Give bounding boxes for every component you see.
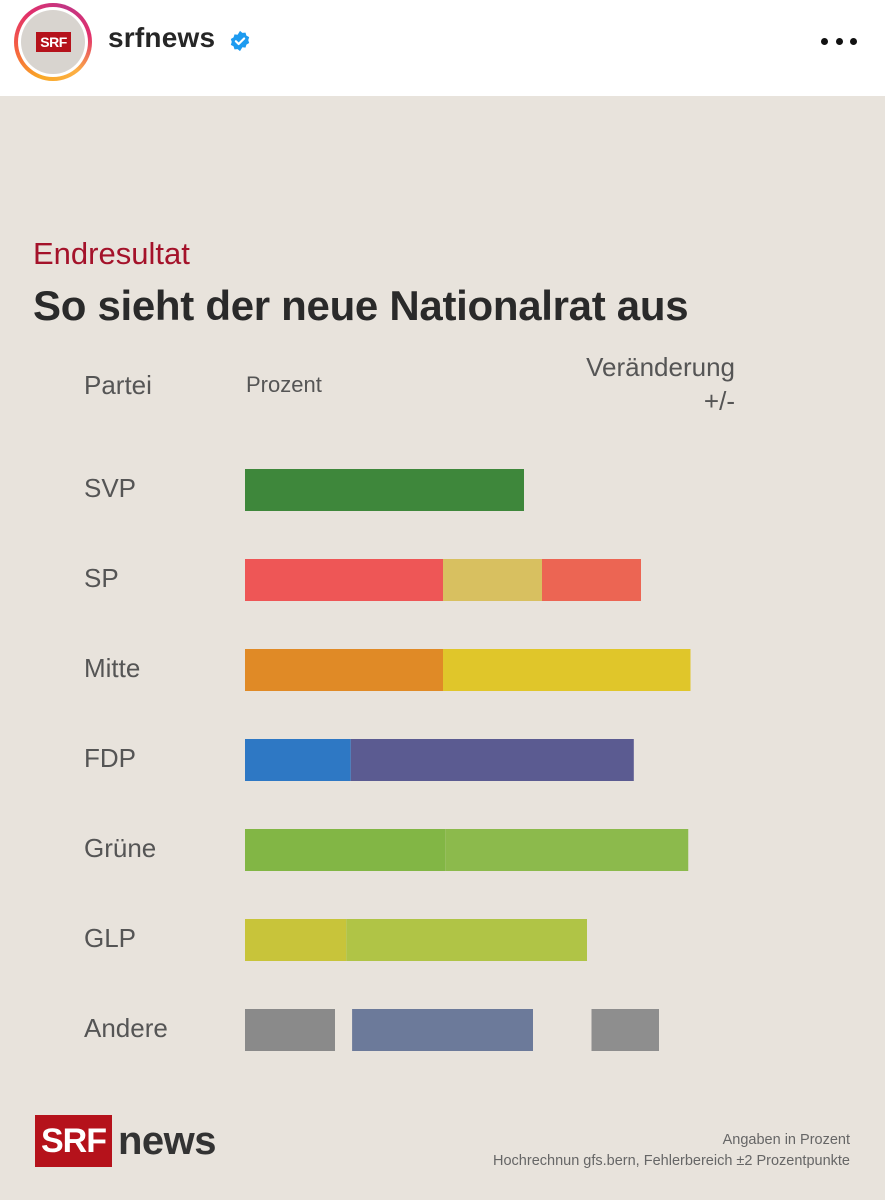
bar-chart bbox=[245, 469, 691, 1051]
bar-segment-grne-1 bbox=[245, 829, 446, 871]
post-header: SRF srfnews bbox=[0, 0, 885, 96]
more-options-icon[interactable] bbox=[821, 31, 857, 51]
bar-segment-andere-2 bbox=[352, 1009, 533, 1051]
avatar[interactable]: SRF bbox=[14, 3, 92, 81]
footer-note-source: Hochrechnun gfs.bern, Fehlerbereich ±2 P… bbox=[493, 1153, 850, 1169]
footer-logo-srf: SRF bbox=[35, 1115, 112, 1167]
party-label-svp: SVP bbox=[84, 473, 137, 503]
chart-title: So sieht der neue Nationalrat aus bbox=[33, 282, 689, 329]
column-header-percent: Prozent bbox=[246, 372, 322, 397]
bar-segment-grne-2 bbox=[445, 829, 689, 871]
bar-segment-glp-2 bbox=[346, 919, 587, 961]
srf-news-logo: SRF news bbox=[35, 1115, 217, 1167]
bar-segment-sp-1 bbox=[245, 559, 443, 601]
party-label-mitte: Mitte bbox=[84, 653, 141, 683]
bar-segment-mitte-2 bbox=[443, 649, 691, 691]
footer-note-units: Angaben in Prozent bbox=[722, 1132, 850, 1148]
post-image: Endresultat So sieht der neue Nationalra… bbox=[0, 96, 885, 1200]
party-label-fdp: FDP bbox=[84, 743, 136, 773]
party-label-andere: Andere bbox=[84, 1013, 168, 1043]
party-label-glp: GLP bbox=[84, 923, 137, 953]
party-label-grne: Grüne bbox=[84, 833, 157, 863]
column-header-change: Veränderung +/- bbox=[520, 350, 735, 418]
bar-segment-glp-1 bbox=[245, 919, 347, 961]
bar-segment-mitte-1 bbox=[245, 649, 443, 691]
bar-segment-sp-2 bbox=[443, 559, 542, 601]
chart-kicker: Endresultat bbox=[33, 236, 190, 271]
column-header-change-line2: +/- bbox=[703, 386, 735, 416]
bar-segment-fdp-1 bbox=[245, 739, 351, 781]
username-link[interactable]: srfnews bbox=[108, 22, 216, 53]
footer-logo-news: news bbox=[118, 1118, 217, 1163]
bar-segment-svp-1 bbox=[245, 469, 524, 511]
bar-segment-andere-1 bbox=[245, 1009, 335, 1051]
column-header-party: Partei bbox=[84, 370, 152, 400]
verified-badge-icon bbox=[230, 30, 250, 52]
column-header-change-line1: Veränderung bbox=[586, 352, 735, 382]
srf-logo: SRF bbox=[36, 32, 71, 52]
bar-segment-andere-3 bbox=[591, 1009, 659, 1051]
bar-segment-fdp-2 bbox=[350, 739, 634, 781]
bar-segment-sp-3 bbox=[542, 559, 641, 601]
party-label-sp: SP bbox=[84, 563, 119, 593]
